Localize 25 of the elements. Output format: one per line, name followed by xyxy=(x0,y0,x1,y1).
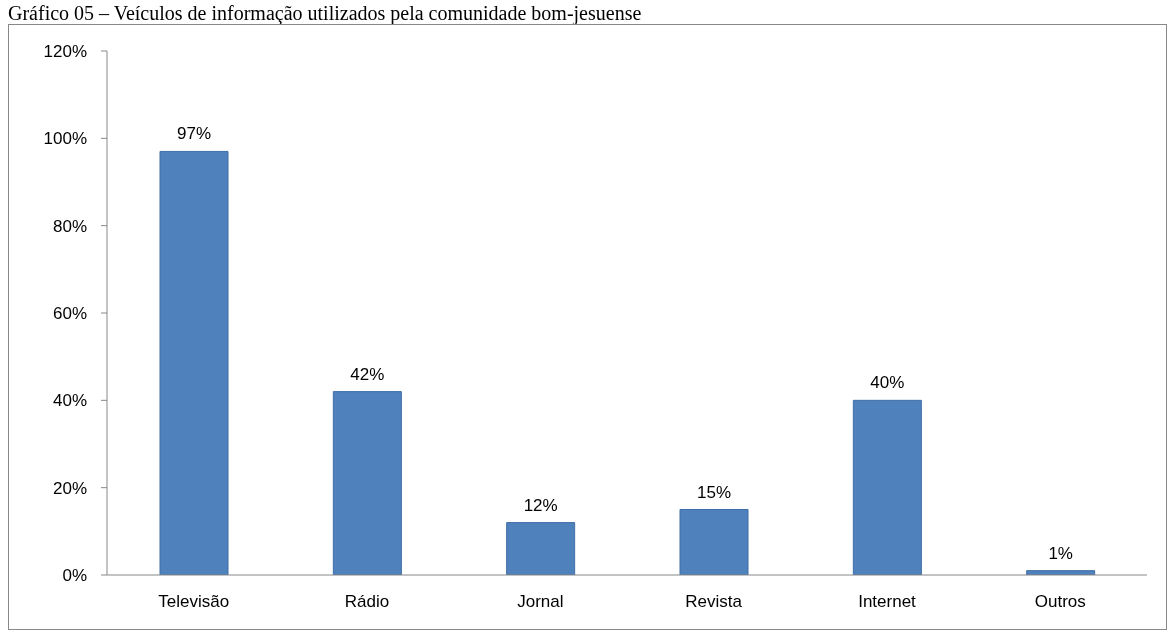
x-tick-label: Outros xyxy=(1034,592,1086,612)
bar xyxy=(332,391,402,575)
x-tick-label: Rádio xyxy=(344,592,390,612)
y-tick-label: 120% xyxy=(43,42,87,62)
y-tick-label: 100% xyxy=(43,129,87,149)
data-label: 15% xyxy=(696,482,732,502)
x-tick-label: Revista xyxy=(685,592,743,612)
data-label: 40% xyxy=(870,373,905,393)
bar xyxy=(852,399,922,575)
data-label: 97% xyxy=(176,124,212,144)
x-tick-label: Jornal xyxy=(517,592,564,612)
x-tick-label: Internet xyxy=(858,592,917,612)
y-tick-label: 80% xyxy=(52,216,87,236)
x-tick-label: Televisão xyxy=(158,592,230,612)
data-label: 42% xyxy=(350,364,385,384)
chart-title: Gráfico 05 – Veículos de informação utilizados pela comunidade bom-jesuense xyxy=(8,2,642,24)
bar xyxy=(159,150,229,575)
bar xyxy=(679,509,749,575)
y-tick-label: 60% xyxy=(52,304,87,324)
data-label: 12% xyxy=(523,495,558,515)
y-tick-label: 20% xyxy=(52,478,87,498)
bar xyxy=(506,522,576,575)
y-tick-label: 40% xyxy=(52,391,87,411)
y-tick-label: 0% xyxy=(62,566,87,586)
data-label: 1% xyxy=(1048,543,1073,563)
